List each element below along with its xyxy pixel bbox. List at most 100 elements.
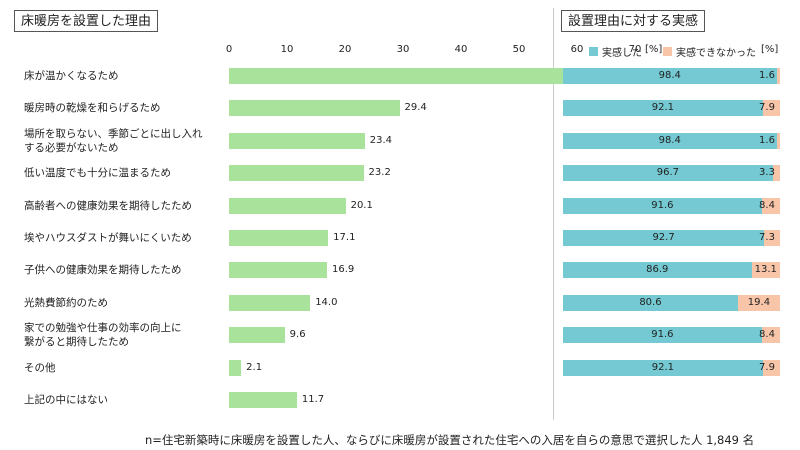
legend-swatch	[589, 47, 598, 56]
bar-segment-not-felt	[761, 197, 780, 214]
category-label: 場所を取らない、季節ごとに出し入れ する必要がないため	[24, 127, 203, 154]
segment-value-label: 13.1	[754, 264, 777, 276]
bar-segment-felt	[563, 100, 763, 117]
bar-segment-not-felt	[772, 165, 780, 182]
segment-value-label: 98.4	[658, 70, 681, 81]
bar-segment-not-felt	[762, 100, 780, 117]
stacked-bar: 98.4 1.6	[563, 68, 780, 84]
bar	[229, 165, 364, 182]
category-label: 上記の中にはない	[24, 394, 108, 406]
bar-value-label: 23.2	[368, 167, 391, 179]
bar-value-label: 23.4	[369, 134, 392, 146]
x-tick-label: 30	[396, 44, 410, 55]
bar-segment-not-felt	[776, 68, 780, 84]
segment-value-label: 96.7	[656, 167, 680, 179]
x-tick-label: 20	[338, 44, 352, 55]
bar-value-label: 9.6	[289, 329, 306, 341]
bar-value-label: 2.1	[246, 361, 263, 373]
x-axis-unit: [%]	[645, 44, 663, 55]
bar	[229, 359, 242, 376]
bar-segment-not-felt	[737, 294, 780, 311]
segment-value-label: 1.6	[759, 70, 775, 81]
segment-value-label: 8.4	[759, 329, 775, 341]
bar-value-label: 11.7	[301, 394, 325, 405]
bar-segment-felt	[563, 132, 777, 149]
bar-segment-not-felt	[751, 262, 780, 279]
category-label: 暖房時の乾燥を和らげるため	[24, 102, 161, 115]
category-label: その他	[24, 361, 56, 374]
category-label: 光熱費節約のため	[24, 296, 108, 309]
segment-value-label: 8.4	[759, 199, 775, 211]
segment-value-label: 3.3	[759, 167, 775, 179]
bar	[229, 294, 311, 311]
legend-swatch	[663, 47, 672, 56]
stacked-bar: 91.6 8.4	[563, 197, 780, 214]
x-tick-label: 0	[225, 44, 233, 55]
segment-value-label: 7.3	[759, 232, 775, 243]
right-unit: [%]	[761, 44, 779, 55]
stacked-bar: 96.7 3.3	[563, 165, 780, 182]
bar-segment-not-felt	[764, 230, 780, 246]
bar-segment-felt	[563, 327, 762, 344]
footnote: n=住宅新築時に床暖房を設置した人、ならびに床暖房が設置された住宅への入居を自ら…	[145, 433, 755, 447]
legend-label: 実感できなかった	[676, 48, 756, 59]
stacked-bar: 80.6 19.4	[563, 294, 780, 311]
stacked-bar: 92.7 7.3	[563, 230, 780, 246]
bar-segment-felt	[563, 68, 777, 84]
bar	[229, 327, 285, 344]
legend-item: 実感した	[589, 44, 642, 59]
segment-value-label: 19.4	[747, 296, 771, 308]
category-label: 家での勉強や仕事の効率の向上に 繋がると期待したため	[24, 322, 182, 349]
bar-value-label: 29.4	[404, 102, 427, 114]
x-tick-label: 50	[512, 44, 526, 55]
bar-value-label: 16.9	[332, 264, 355, 276]
segment-value-label: 7.9	[759, 361, 775, 373]
bar-segment-not-felt	[762, 359, 780, 376]
stacked-bar: 92.1 7.9	[563, 100, 780, 117]
bar-segment-not-felt	[776, 132, 780, 149]
bar-segment-felt	[563, 230, 765, 246]
bar-segment-not-felt	[761, 327, 780, 344]
bar	[229, 100, 400, 117]
bar-segment-felt	[563, 294, 738, 311]
bar-value-label: 17.1	[333, 232, 356, 243]
bar-segment-felt	[563, 197, 762, 214]
bar-segment-felt	[563, 262, 752, 279]
bar	[229, 197, 346, 214]
segment-value-label: 91.6	[651, 199, 674, 211]
x-tick-label: 40	[454, 44, 468, 55]
category-label: 埃やハウスダストが舞いにくいため	[24, 232, 192, 244]
segment-value-label: 80.6	[639, 296, 662, 308]
stacked-bar: 86.9 13.1	[563, 262, 780, 279]
stacked-bar: 91.6 8.4	[563, 327, 780, 344]
segment-value-label: 7.9	[759, 102, 775, 114]
x-tick-label: 70	[628, 44, 642, 55]
segment-value-label: 92.1	[651, 102, 675, 114]
segment-value-label: 91.6	[651, 329, 674, 341]
bar	[229, 230, 329, 246]
bar-segment-felt	[563, 359, 763, 376]
stacked-bar: 98.4 1.6	[563, 132, 780, 149]
category-label: 高齢者への健康効果を期待したため	[24, 199, 192, 212]
category-label: 床が温かくなるため	[24, 70, 119, 82]
segment-value-label: 98.4	[658, 134, 681, 146]
category-label: 子供への健康効果を期待したため	[24, 264, 182, 277]
category-label: 低い温度でも十分に温まるため	[24, 167, 171, 180]
bar	[229, 68, 604, 84]
segment-value-label: 1.6	[759, 134, 775, 146]
bar-value-label: 14.0	[315, 296, 338, 308]
panel-divider	[553, 8, 554, 420]
x-tick-label: 10	[280, 44, 294, 55]
bar-segment-felt	[563, 165, 773, 182]
bar	[229, 392, 297, 408]
segment-value-label: 92.1	[651, 361, 675, 373]
bar	[229, 262, 328, 279]
segment-value-label: 86.9	[646, 264, 669, 276]
x-tick-label: 60	[570, 44, 584, 55]
right-chart-title: 設置理由に対する実感	[561, 10, 706, 32]
stacked-bar: 92.1 7.9	[563, 359, 780, 376]
legend-item: 実感できなかった	[663, 44, 756, 59]
legend-label: 実感した	[602, 48, 642, 59]
bar-value-label: 20.1	[350, 199, 373, 211]
